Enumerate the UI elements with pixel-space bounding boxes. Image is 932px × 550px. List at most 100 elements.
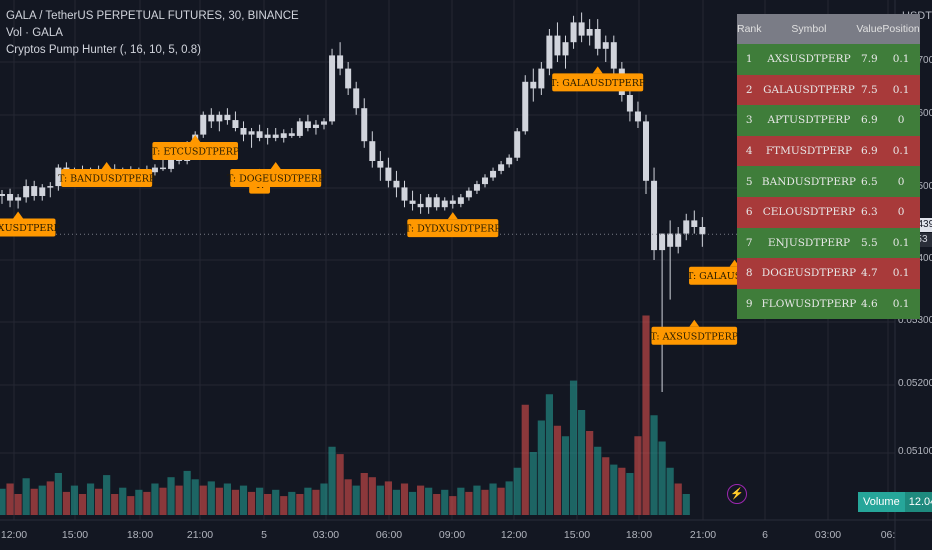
ranking-cell-rank: 8 xyxy=(737,258,762,289)
time-tick-label: 06: xyxy=(881,529,896,541)
volume-bar xyxy=(328,446,336,515)
signal-labels: DYDXUSDTPERP T: BANDUSDTPERP T: ETCUSDTPER… xyxy=(0,66,783,345)
volume-bar xyxy=(473,485,481,515)
candle xyxy=(0,190,5,204)
volume-bar xyxy=(360,473,368,515)
signal-callout[interactable]: T: DOGEUSDTPERP xyxy=(227,162,325,188)
ranking-cell-symbol: FTMUSDTPERP xyxy=(761,135,857,167)
signal-callout[interactable]: T: DYDXUSDTPERP xyxy=(405,212,501,238)
volume-bar xyxy=(481,489,489,515)
candlesticks xyxy=(0,12,706,392)
candle xyxy=(667,220,674,300)
candle xyxy=(570,15,577,49)
volume-bar xyxy=(602,457,610,515)
candle xyxy=(586,19,593,46)
ranking-header-row: Rank Symbol Value Position xyxy=(737,14,920,44)
volume-bar xyxy=(207,481,215,515)
candle xyxy=(264,128,271,145)
volume-badge-value: 12.049M xyxy=(904,492,932,512)
candle xyxy=(699,217,706,247)
time-tick-label: 12:00 xyxy=(1,529,27,541)
candle xyxy=(7,188,14,208)
candle xyxy=(329,48,336,125)
ranking-cell-position: 0.1 xyxy=(882,74,920,106)
candle xyxy=(256,124,263,142)
volume-bar xyxy=(529,452,537,515)
volume-bar xyxy=(320,483,328,515)
ranking-cell-value: 6.5 xyxy=(856,166,883,197)
volume-badge-label: Volume xyxy=(858,492,905,512)
candle xyxy=(675,227,682,254)
candle xyxy=(304,114,311,132)
volume-bar xyxy=(682,494,690,515)
ranking-row: 7 ENJUSDTPERP 5.5 0.1 xyxy=(737,227,920,259)
volume-bar xyxy=(0,488,6,515)
volume-bar xyxy=(634,436,642,515)
candle xyxy=(39,184,46,201)
header-value: Value xyxy=(856,14,883,44)
volume-bar xyxy=(384,481,392,515)
signal-callout[interactable]: T: ETCUSDTPERP xyxy=(151,134,240,160)
volume-bar xyxy=(569,380,578,515)
ranking-cell-rank: 4 xyxy=(737,135,762,167)
signal-callout[interactable]: T: BANDUSDTPERP xyxy=(58,162,156,188)
signal-callout[interactable]: T: GALAUSDTPERP xyxy=(550,66,646,92)
signal-callout[interactable]: T: AXSUSDTPERP xyxy=(650,319,739,345)
ranking-cell-rank: 1 xyxy=(737,44,762,75)
candle xyxy=(232,111,239,132)
ranking-row: 9 FLOWUSDTPERP 4.6 0.1 xyxy=(737,288,920,320)
lightning-alert-icon[interactable]: ⚡ xyxy=(727,484,747,504)
volume-indicator-title[interactable]: Vol · GALA xyxy=(6,27,63,39)
candle xyxy=(393,170,400,198)
candle xyxy=(634,101,641,128)
ranking-row: 6 CELOUSDTPERP 6.3 0 xyxy=(737,196,920,228)
volume-bar xyxy=(433,494,441,515)
signal-callout[interactable]: DYDXUSDTPERP xyxy=(0,211,61,237)
volume-bar xyxy=(674,483,682,515)
candle xyxy=(490,167,497,181)
volume-bar xyxy=(54,473,62,515)
ranking-cell-position: 0.1 xyxy=(882,44,920,75)
candle xyxy=(457,194,464,208)
volume-bar xyxy=(642,315,650,515)
ranking-row: 4 FTMUSDTPERP 6.9 0.1 xyxy=(737,135,920,167)
time-axis: 12:00 15:00 18:00 21:00 5 03:00 06:00 09:00 12:0… xyxy=(1,529,895,541)
candle xyxy=(248,128,255,148)
volume-bar xyxy=(6,483,14,515)
pump-hunter-indicator-title[interactable]: Cryptos Pump Hunter (, 16, 10, 5, 0.8) xyxy=(6,44,201,56)
volume-bar xyxy=(22,478,30,515)
candle xyxy=(15,194,22,209)
time-tick-label: 03:00 xyxy=(815,529,841,541)
volume-bar xyxy=(30,488,38,515)
volume-bar xyxy=(521,404,529,515)
ranking-cell-value: 7.5 xyxy=(856,74,883,106)
time-tick-label: 6 xyxy=(762,529,768,541)
ranking-cell-value: 7.9 xyxy=(856,44,883,75)
ranking-cell-rank: 7 xyxy=(737,227,762,259)
candle xyxy=(538,62,545,95)
time-tick-label: 21:00 xyxy=(690,529,716,541)
signal-label-text: T: ETCUSDTPERP xyxy=(151,146,240,157)
candle xyxy=(465,187,472,201)
header-rank: Rank xyxy=(737,14,762,44)
ranking-cell-symbol: AXSUSDTPERP xyxy=(761,44,857,75)
volume-bar xyxy=(159,487,167,515)
symbol-title[interactable]: GALA / TetherUS PERPETUAL FUTURES, 30, B… xyxy=(6,10,299,22)
candle xyxy=(240,121,247,142)
ranking-cell-symbol: GALAUSDTPERP xyxy=(761,74,857,106)
signal-label-text: T: GALAUSDTPERP xyxy=(687,271,783,282)
volume-bar xyxy=(86,483,95,515)
volume-bar xyxy=(167,477,175,515)
candle xyxy=(651,167,658,260)
ranking-row: 2 GALAUSDTPERP 7.5 0.1 xyxy=(737,74,920,106)
candle xyxy=(530,68,537,102)
ranking-cell-value: 4.7 xyxy=(856,258,883,289)
signal-label-text: T: DOGEUSDTPERP xyxy=(227,174,325,185)
volume-bar xyxy=(62,491,70,515)
price-tick-label: 0.05100 xyxy=(898,446,932,457)
candle xyxy=(578,12,585,43)
volume-bar xyxy=(143,491,151,515)
candle xyxy=(361,98,368,148)
